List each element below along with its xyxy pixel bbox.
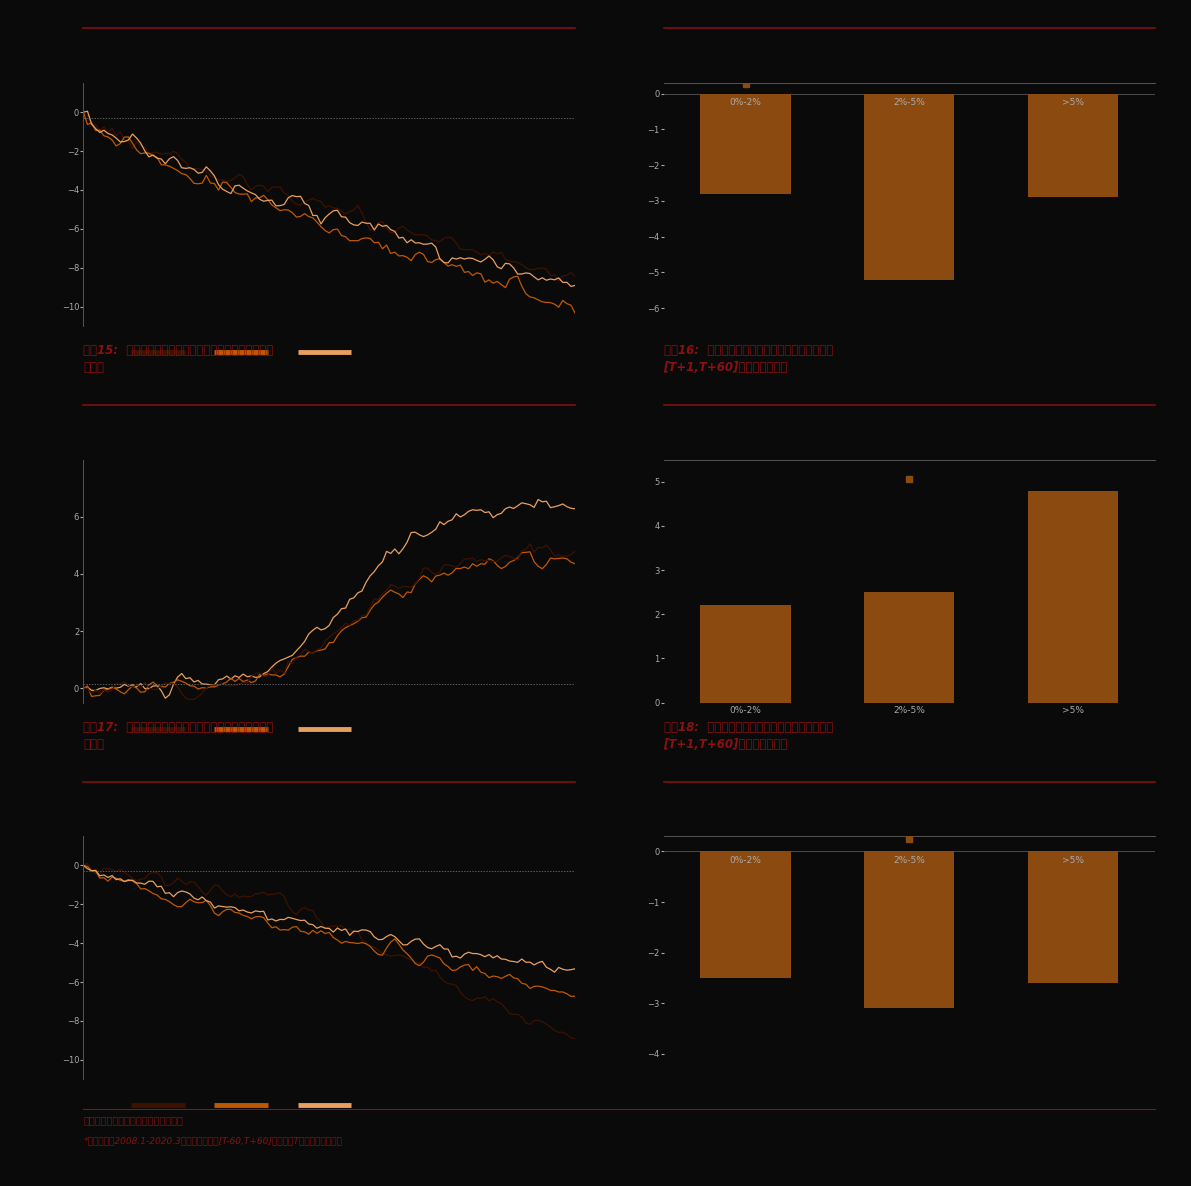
Bar [700,94,791,193]
Bar [865,592,954,702]
Text: 0%-2%: 0%-2% [730,706,761,715]
Bar [865,94,954,280]
Bar [1028,94,1118,197]
Text: 图表17:  不同外资持仓比例的个股发布业绩坏消息累计超
额收益: 图表17: 不同外资持仓比例的个股发布业绩坏消息累计超 额收益 [83,721,274,751]
Bar [700,605,791,702]
Text: >5%: >5% [1062,855,1084,865]
Text: 图表16:  不同外资持仓比例的个股发布业绩好消息
[T+1,T+60]日累计超额收益: 图表16: 不同外资持仓比例的个股发布业绩好消息 [T+1,T+60]日累计超额… [663,344,833,375]
Bar [1028,852,1118,983]
Text: 2%-5%: 2%-5% [893,98,925,107]
Text: 0%-2%: 0%-2% [730,855,761,865]
Bar [700,852,791,978]
Text: >5%: >5% [1062,98,1084,107]
Text: 图表18:  不同外资持仓比例的个股发布业绩坏消息
[T+1,T+60]日累计超额收益: 图表18: 不同外资持仓比例的个股发布业绩坏消息 [T+1,T+60]日累计超额… [663,721,833,751]
Text: >5%: >5% [1062,706,1084,715]
Text: 图表15:  不同外资持仓比例的个股发布业绩好消息累计超
额收益: 图表15: 不同外资持仓比例的个股发布业绩好消息累计超 额收益 [83,344,274,375]
Text: 2%-5%: 2%-5% [893,855,925,865]
Text: 0%-2%: 0%-2% [730,98,761,107]
Text: *时间区间为2008.1-2020.3，业绩窗口期为[T-60,T+60]交易日，T为业绩披露发布日: *时间区间为2008.1-2020.3，业绩窗口期为[T-60,T+60]交易日… [83,1136,342,1146]
Text: 2%-5%: 2%-5% [893,706,925,715]
Bar [865,852,954,1008]
Bar [1028,491,1118,702]
Text: 资料来源：万得资讯、中金公司研究部: 资料来源：万得资讯、中金公司研究部 [83,1115,183,1124]
